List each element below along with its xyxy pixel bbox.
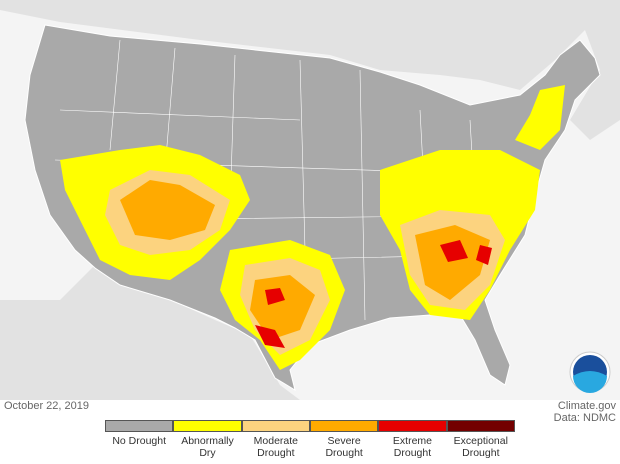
legend-swatch <box>105 420 174 432</box>
credit-source: Climate.gov <box>557 400 616 412</box>
legend-item: Exceptional Drought <box>446 420 515 459</box>
mexico <box>0 265 300 400</box>
legend-swatch <box>446 420 515 432</box>
legend-label: Severe Drought <box>325 435 363 459</box>
legend-label: Abnormally Dry <box>181 435 234 459</box>
drought-areas <box>60 85 565 370</box>
legend-swatch <box>241 420 310 432</box>
legend-label: Extreme Drought <box>392 435 433 459</box>
canada <box>0 0 620 140</box>
legend-item: No Drought <box>105 420 174 459</box>
drought-map <box>0 0 620 400</box>
legend-item: Extreme Drought <box>378 420 447 459</box>
legend-swatch <box>309 420 379 432</box>
legend-swatch <box>173 420 242 432</box>
legend-label: Moderate Drought <box>253 435 298 459</box>
legend-label: Exceptional Drought <box>453 435 508 459</box>
legend-swatch <box>378 420 447 432</box>
legend-item: Moderate Drought <box>241 420 310 459</box>
legend-item: Severe Drought <box>309 420 379 459</box>
date: October 22, 2019 <box>4 400 90 412</box>
legend: No Drought Abnormally Dry Moderate Drought… <box>105 420 515 459</box>
legend-label: No Drought <box>112 435 167 447</box>
noaa-logo <box>569 351 611 393</box>
credit-data: Data: NDMC <box>553 412 616 424</box>
legend-item: Abnormally Dry <box>173 420 242 459</box>
